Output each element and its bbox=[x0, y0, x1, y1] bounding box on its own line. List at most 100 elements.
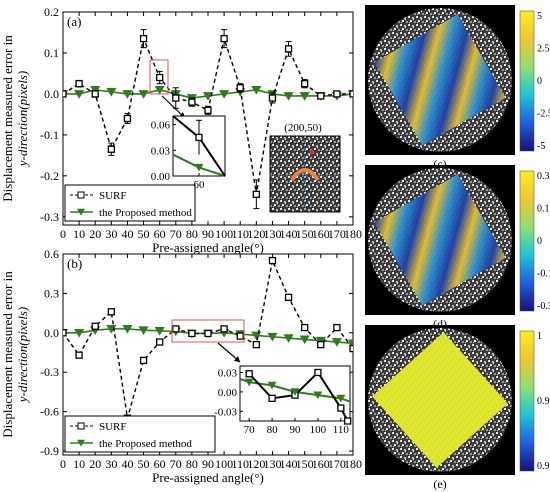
point-surf bbox=[204, 106, 212, 114]
x-tick-label: 110 bbox=[231, 457, 249, 471]
point-surf bbox=[75, 80, 83, 88]
point-surf bbox=[220, 34, 228, 43]
point-proposed bbox=[90, 85, 101, 95]
x-tick-label: 110 bbox=[231, 227, 249, 241]
y-axis-label-line1: Displacement measured error in bbox=[0, 271, 15, 438]
x-tick-label: 50 bbox=[138, 457, 150, 471]
colorbar-tick-label: 0.98 bbox=[537, 461, 550, 472]
legend-box bbox=[64, 184, 196, 222]
x-tick-label: 0 bbox=[60, 457, 66, 471]
inset-x-tick-label: 110 bbox=[333, 424, 350, 436]
series-clip bbox=[63, 29, 353, 210]
point-surf bbox=[349, 90, 353, 98]
field-map bbox=[372, 332, 508, 468]
x-tick-label: 60 bbox=[154, 227, 166, 241]
point-surf bbox=[139, 356, 148, 365]
inset-y-tick-label: 0.03 bbox=[218, 367, 238, 379]
point-surf bbox=[333, 323, 341, 332]
point-proposed bbox=[283, 92, 294, 101]
colorbar-tick-label: 0 bbox=[537, 236, 542, 247]
legend-marker-proposed bbox=[77, 439, 85, 447]
series-clip bbox=[63, 256, 353, 422]
point-surf bbox=[284, 45, 293, 53]
inset-x-tick-label: 90 bbox=[290, 424, 302, 436]
x-tick-label: 40 bbox=[121, 227, 133, 241]
point-surf bbox=[123, 114, 132, 123]
point-surf bbox=[188, 98, 196, 106]
field-square bbox=[374, 14, 506, 146]
point-proposed bbox=[299, 335, 310, 345]
legend-label-surf: SURF bbox=[99, 421, 127, 433]
x-tick-label: 80 bbox=[186, 457, 198, 471]
point-surf bbox=[349, 344, 353, 353]
x-tick-label: 130 bbox=[263, 227, 281, 241]
x-tick-label: 120 bbox=[247, 227, 265, 241]
x-tick-label: 150 bbox=[296, 457, 314, 471]
zoom-source-box bbox=[171, 319, 245, 343]
point-surf bbox=[317, 340, 325, 349]
point-surf bbox=[156, 73, 164, 82]
colorbar bbox=[519, 330, 535, 472]
x-tick-label: 140 bbox=[280, 457, 298, 471]
point-surf bbox=[63, 90, 67, 98]
legend-marker-surf bbox=[77, 422, 85, 430]
point-proposed bbox=[154, 85, 165, 95]
inset-point-proposed bbox=[313, 391, 323, 400]
point-proposed bbox=[283, 334, 294, 343]
point-proposed bbox=[331, 338, 342, 347]
y-axis-label-line1: Displacement measured error in bbox=[0, 35, 15, 202]
inset-x-tick-label: 80 bbox=[267, 424, 279, 436]
speckle-image-inset: (200,50) bbox=[269, 122, 341, 213]
inset-point-proposed bbox=[336, 394, 346, 403]
rotation-arrow bbox=[290, 168, 320, 182]
x-tick-label: 100 bbox=[215, 457, 233, 471]
x-tick-label: 50 bbox=[138, 227, 150, 241]
y-axis-label-line2: y-direction(pixels) bbox=[15, 71, 30, 169]
field-panel-e: 1 0.99 0.98 (e) bbox=[365, 325, 550, 492]
inset-point-surf bbox=[337, 404, 345, 412]
y-tick-label: 0.6 bbox=[44, 247, 59, 261]
y-tick-label: 0.3 bbox=[44, 286, 59, 300]
x-axis-label: Pre-assigned angle(°) bbox=[152, 470, 264, 485]
inset-point-proposed bbox=[244, 378, 254, 387]
x-tick-label: 180 bbox=[344, 457, 362, 471]
y-tick-label: 0.2 bbox=[44, 5, 59, 19]
legend-label-surf: SURF bbox=[99, 190, 127, 202]
legend-label-proposed: the Proposed method bbox=[99, 207, 192, 219]
colorbar-tick-label: 5 bbox=[537, 11, 542, 22]
colorbar-tick-label: 0.15 bbox=[537, 204, 550, 215]
legend-marker-surf bbox=[77, 191, 85, 199]
zoom-inset: 0.06 0.03 0.00 60 bbox=[149, 59, 226, 191]
x-tick-label: 20 bbox=[89, 457, 101, 471]
y-tick-label: 0.0 bbox=[44, 326, 59, 340]
field-square bbox=[374, 174, 506, 306]
inset-x-tick-label: 70 bbox=[244, 424, 256, 436]
inset-y-tick-label: 0.06 bbox=[151, 120, 171, 132]
legend-label-proposed: the Proposed method bbox=[99, 438, 192, 450]
colorbar-tick-label: 0 bbox=[537, 76, 542, 87]
field-map bbox=[374, 14, 506, 146]
point-proposed bbox=[122, 90, 133, 99]
x-tick-label: 30 bbox=[105, 227, 117, 241]
chart-panel-a: 0 10 20 30 40 50 60 70 80 90 100110120130140150160… bbox=[0, 5, 362, 255]
y-tick-label: -0.9 bbox=[40, 444, 59, 458]
x-tick-label: 170 bbox=[328, 457, 346, 471]
point-surf bbox=[284, 293, 293, 302]
x-tick-label: 160 bbox=[312, 227, 330, 241]
x-tick-label: 160 bbox=[312, 457, 330, 471]
x-tick-label: 90 bbox=[202, 457, 214, 471]
point-surf bbox=[317, 92, 325, 100]
field-map bbox=[374, 174, 506, 306]
colorbar bbox=[519, 170, 535, 312]
x-tick-label: 80 bbox=[186, 227, 198, 241]
point-proposed bbox=[154, 326, 165, 336]
field-panel-d: 0.30.150-0.15-0.3(d) bbox=[365, 165, 550, 332]
zoom-arrowhead bbox=[234, 356, 240, 362]
colorbar-tick-label: 1 bbox=[537, 331, 542, 342]
colorbar-tick-label: 0.99 bbox=[537, 396, 550, 407]
x-tick-label: 180 bbox=[344, 227, 362, 241]
y-tick-label: -0.3 bbox=[40, 365, 59, 379]
point-surf bbox=[91, 322, 99, 330]
point-proposed bbox=[251, 331, 262, 341]
inset-point-proposed bbox=[267, 381, 277, 390]
